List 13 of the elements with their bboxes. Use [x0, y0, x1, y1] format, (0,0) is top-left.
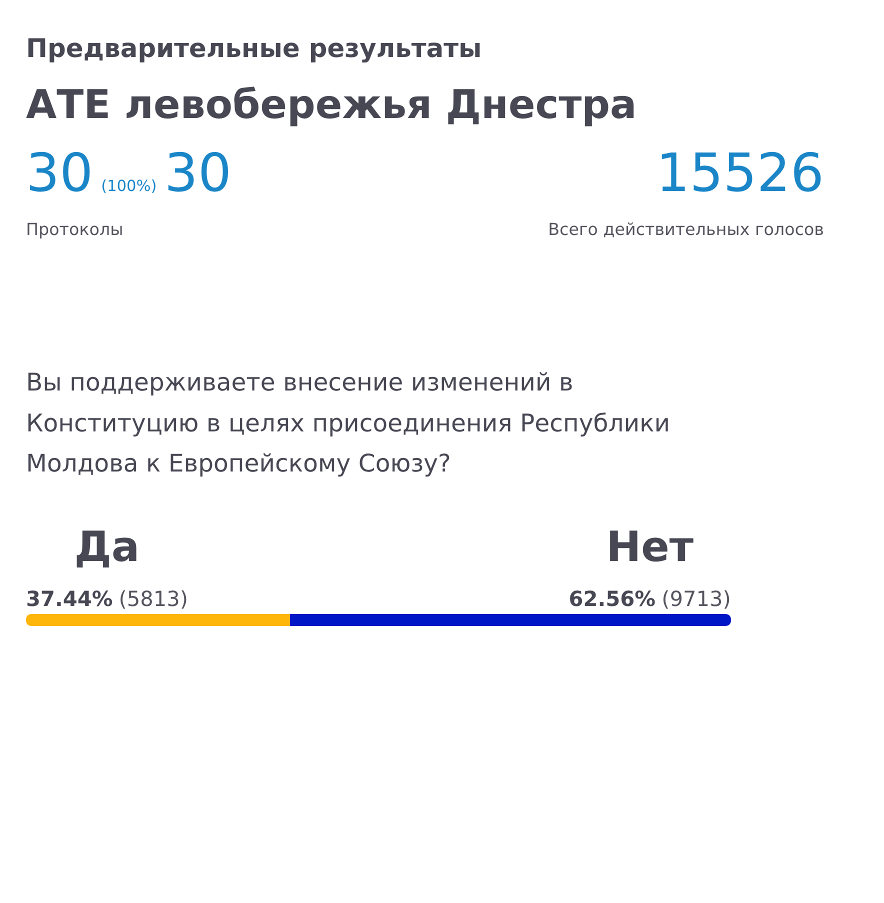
text: Всего действительных голосов: [550, 222, 824, 238]
text: Протоколы: [28, 222, 122, 238]
text: 15526: [662, 152, 821, 192]
chart-title: Предварительные результаты: [28, 38, 480, 63]
text: (100%): [102, 179, 156, 194]
data-label: 62.56% (9713): [570, 590, 730, 609]
series-label: Да: [76, 530, 136, 568]
data-label: 37.44% (5813): [27, 590, 186, 609]
series-label: Нет: [610, 530, 694, 562]
chart-subtitle: АТЕ левобережья Днестра: [26, 86, 634, 126]
text: 30: [30, 152, 90, 192]
text: 30: [168, 152, 228, 192]
text: Вы поддерживаете внесение изменений в Конституцию в целях присоединения Республики Молдова к Европейскому Союзу?: [28, 372, 668, 477]
